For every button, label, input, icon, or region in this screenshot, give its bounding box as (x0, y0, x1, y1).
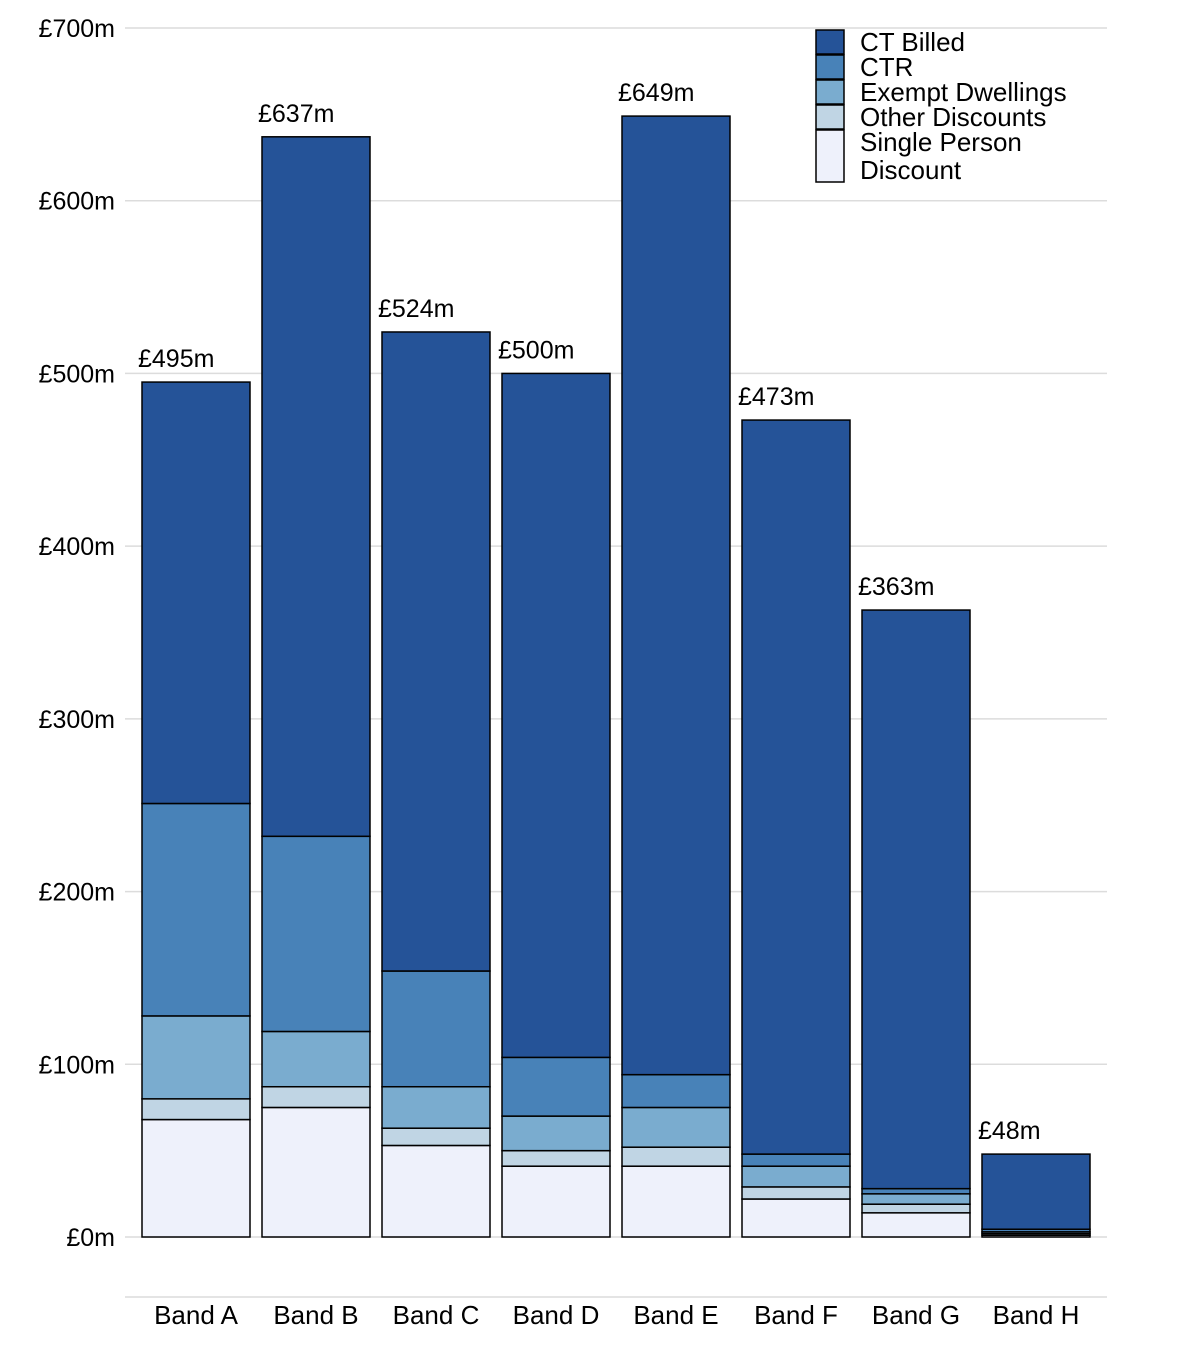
bar-segment (861, 1193, 971, 1205)
bar-segment (261, 136, 371, 838)
bar-segment (501, 372, 611, 1059)
bar-segment (861, 1203, 971, 1214)
bars: £495m £637m £524m £500m £649m £473m £363m £48m (138, 79, 1091, 1238)
bar-segment (861, 1212, 971, 1238)
bar-segment (621, 1106, 731, 1148)
y-tick-label: £400m (39, 533, 115, 561)
legend-label: CT Billed (860, 27, 965, 57)
y-tick-label: £100m (39, 1051, 115, 1079)
bar-segment (621, 1073, 731, 1109)
bar-segment (381, 331, 491, 972)
bar-segment (261, 1106, 371, 1238)
legend-swatch (815, 29, 845, 55)
x-tick-label: Band C (393, 1300, 480, 1330)
legend-swatch (815, 54, 845, 80)
bar-total-label: £495m (138, 345, 214, 373)
bar-segment (141, 802, 251, 1017)
bar-segment (381, 970, 491, 1088)
x-tick-label: Band D (513, 1300, 600, 1330)
bar-total-label: £48m (978, 1117, 1041, 1145)
bar-segment (141, 1098, 251, 1121)
bar-segment (141, 381, 251, 805)
bar-segment (141, 1118, 251, 1238)
bar-segment (381, 1085, 491, 1129)
legend-swatch (815, 79, 845, 105)
x-tick-label: Band E (633, 1300, 718, 1330)
y-tick-label: £200m (39, 879, 115, 907)
bar-segment (381, 1144, 491, 1238)
bar-total-label: £500m (498, 336, 574, 364)
bar-segment (741, 1153, 851, 1167)
x-tick-label: Band B (273, 1300, 358, 1330)
bar-segment (621, 1165, 731, 1238)
bar-segment (981, 1153, 1091, 1230)
bar-segment (861, 609, 971, 1190)
legend-label: CTR (860, 52, 913, 82)
bar-segment (261, 1085, 371, 1109)
bar-segment (501, 1149, 611, 1167)
bar-segment (861, 1187, 971, 1195)
legend-swatch (815, 104, 845, 130)
bar-total-label: £473m (738, 383, 814, 411)
y-tick-label: £500m (39, 360, 115, 388)
bar-total-label: £637m (258, 100, 334, 128)
legend-label: Discount (860, 155, 962, 185)
x-axis: Band A Band B Band C Band D Band E Band F Band… (154, 1300, 1079, 1330)
bar-segment (261, 835, 371, 1033)
bar-segment (621, 115, 731, 1076)
bar-segment (381, 1127, 491, 1147)
bar-total-label: £649m (618, 79, 694, 107)
bar-segment (261, 1030, 371, 1088)
x-tick-label: Band H (993, 1300, 1080, 1330)
bar-total-label: £363m (858, 573, 934, 601)
legend-label: Single Person (860, 127, 1022, 157)
bar-segment (741, 1186, 851, 1200)
y-axis: £0m £100m £200m £300m £400m £500m £600m £700m (39, 15, 115, 1252)
legend-label: Exempt Dwellings (860, 77, 1067, 107)
bar-total-label: £524m (378, 295, 454, 323)
y-tick-label: £700m (39, 15, 115, 43)
x-tick-label: Band A (154, 1300, 239, 1330)
x-tick-label: Band F (754, 1300, 838, 1330)
legend-label: Other Discounts (860, 102, 1046, 132)
bar-segment (501, 1165, 611, 1238)
x-tick-label: Band G (872, 1300, 960, 1330)
bar-segment (741, 1165, 851, 1188)
bar-segment (141, 1015, 251, 1100)
y-tick-label: £300m (39, 706, 115, 734)
legend-swatch (815, 129, 845, 183)
bar-segment (741, 419, 851, 1155)
bar-segment (501, 1115, 611, 1152)
bar-segment (741, 1198, 851, 1238)
bar-segment (501, 1056, 611, 1117)
y-tick-label: £600m (39, 188, 115, 216)
bar-segment (621, 1146, 731, 1167)
y-tick-label: £0m (66, 1224, 115, 1252)
